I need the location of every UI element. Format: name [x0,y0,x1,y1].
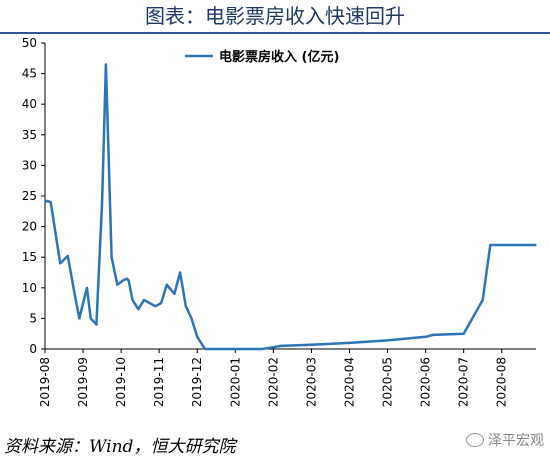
y-tick-label: 0 [29,342,37,356]
y-tick-label: 25 [22,189,37,203]
data-point [110,256,113,258]
data-point [148,302,151,304]
data-point [154,305,157,308]
data-point [86,287,88,289]
data-point [481,299,484,301]
data-point [126,277,128,280]
source-note: 资料来源：Wind，恒大研究院 [4,437,236,457]
data-point [244,348,246,350]
x-tick-label: 2020-08 [495,357,509,407]
data-point [462,332,465,335]
x-tick-label: 2020-03 [304,357,318,407]
x-tick-label: 2019-09 [76,357,90,407]
data-point [179,271,181,274]
y-tick-label: 10 [22,281,37,295]
data-point [432,334,435,336]
data-point [261,348,263,350]
y-tick-label: 15 [22,250,37,264]
y-tick-label: 40 [22,97,37,111]
x-tick-label: 2019-10 [114,357,128,407]
data-point [173,293,176,295]
data-point [489,244,492,246]
x-tick-label: 2020-04 [342,357,356,407]
x-tick-label: 2019-12 [190,357,204,407]
data-point [310,343,313,346]
data-point [190,317,193,320]
data-point [59,262,61,265]
x-tick-label: 2020-07 [457,357,471,407]
data-point [116,283,119,286]
x-tick-label: 2020-05 [381,357,395,407]
x-tick-label: 2019-08 [38,357,52,407]
x-tick-label: 2019-11 [152,357,166,407]
data-point [143,299,145,301]
data-point [226,348,229,350]
data-point [160,302,162,304]
x-tick-label: 2020-06 [419,357,433,407]
data-point [95,323,98,326]
data-point [44,201,46,203]
x-tick-label: 2020-02 [266,357,280,407]
y-tick-label: 35 [22,128,37,142]
data-point [101,201,103,203]
data-point [508,244,511,246]
x-tick-label: 2020-01 [228,357,242,407]
data-point [240,348,242,350]
series-line [44,63,536,351]
data-point [348,342,351,344]
data-point [232,348,235,350]
data-point [46,200,48,202]
data-point [72,287,75,289]
data-point [535,244,537,246]
y-tick-label: 20 [22,220,37,234]
page-title: 图表：电影票房收入快速回升 [0,0,550,34]
data-point [185,305,187,308]
data-point [196,336,198,338]
data-point [204,348,206,350]
y-tick-label: 30 [22,158,37,172]
data-point [127,279,130,282]
data-point [520,244,522,246]
data-point [131,299,134,301]
wechat-icon [466,433,484,447]
y-tick-label: 45 [22,67,37,81]
y-tick-label: 5 [29,311,37,325]
box-office-line-chart: 0 5 10 15 20 25 30 35 40 45 50 2019-08 2019-09 2019-1… [22,36,537,407]
data-point [211,348,214,350]
data-point [236,348,238,350]
data-point [272,346,275,349]
data-point [137,308,140,311]
watermark: 泽平宏观 [466,430,544,450]
y-tick-label: 50 [22,36,37,50]
data-point [219,348,221,350]
data-point [280,345,282,347]
data-point [89,317,92,320]
data-point [500,244,503,246]
data-point [251,348,254,350]
data-point [105,63,107,66]
data-point [49,201,52,203]
data-point [78,317,81,320]
data-point [122,279,124,282]
legend-label: 电影票房收入 (亿元) [219,49,339,65]
data-point [386,339,389,342]
data-point [166,283,168,286]
watermark-label: 泽平宏观 [488,433,544,449]
data-point [67,255,69,257]
data-point [424,336,427,338]
data-point [268,347,271,349]
